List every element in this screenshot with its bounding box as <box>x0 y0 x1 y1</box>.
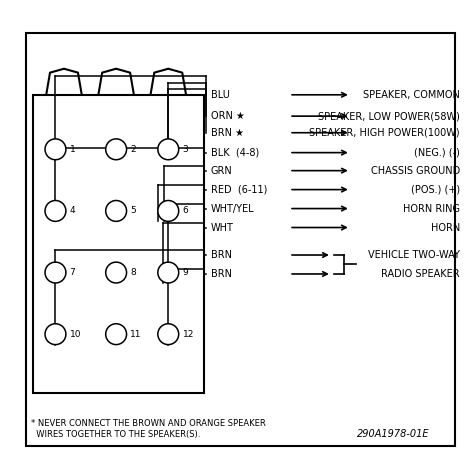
Circle shape <box>45 139 66 160</box>
Text: VEHICLE TWO-WAY: VEHICLE TWO-WAY <box>368 250 460 260</box>
Circle shape <box>106 201 127 221</box>
Text: 12: 12 <box>182 330 194 338</box>
Text: 4: 4 <box>70 207 75 215</box>
Circle shape <box>106 139 127 160</box>
Text: BRN: BRN <box>211 269 232 279</box>
Text: 5: 5 <box>130 207 136 215</box>
Circle shape <box>158 324 179 345</box>
Circle shape <box>45 324 66 345</box>
Text: GRN: GRN <box>211 165 233 176</box>
Text: * NEVER CONNECT THE BROWN AND ORANGE SPEAKER
  WIRES TOGETHER TO THE SPEAKER(S).: * NEVER CONNECT THE BROWN AND ORANGE SPE… <box>31 419 265 439</box>
Circle shape <box>45 201 66 221</box>
Text: ORN ★: ORN ★ <box>211 111 245 121</box>
Text: BLU: BLU <box>211 90 230 100</box>
Text: 6: 6 <box>182 207 188 215</box>
Text: 9: 9 <box>182 268 188 277</box>
Text: RADIO SPEAKER: RADIO SPEAKER <box>381 269 460 279</box>
Text: SPEAKER, COMMON: SPEAKER, COMMON <box>363 90 460 100</box>
Text: HORN RING: HORN RING <box>403 203 460 214</box>
Bar <box>33 95 204 393</box>
Circle shape <box>106 324 127 345</box>
Text: BLK  (4-8): BLK (4-8) <box>211 147 259 158</box>
Text: BRN: BRN <box>211 250 232 260</box>
Text: SPEAKER, LOW POWER(58W): SPEAKER, LOW POWER(58W) <box>318 111 460 121</box>
Text: (POS.) (+): (POS.) (+) <box>410 184 460 195</box>
Text: 7: 7 <box>70 268 75 277</box>
Text: RED  (6-11): RED (6-11) <box>211 184 267 195</box>
Bar <box>26 33 455 446</box>
Text: WHT: WHT <box>211 222 234 233</box>
Text: HORN: HORN <box>430 222 460 233</box>
Circle shape <box>45 262 66 283</box>
Text: CHASSIS GROUND: CHASSIS GROUND <box>371 165 460 176</box>
Text: (NEG.) (-): (NEG.) (-) <box>414 147 460 158</box>
Text: 2: 2 <box>130 145 136 154</box>
Text: 3: 3 <box>182 145 188 154</box>
Circle shape <box>158 201 179 221</box>
Text: WHT/YEL: WHT/YEL <box>211 203 255 214</box>
Circle shape <box>106 262 127 283</box>
Text: 8: 8 <box>130 268 136 277</box>
Text: 290A1978-01E: 290A1978-01E <box>357 428 429 439</box>
Text: SPEAKER, HIGH POWER(100W): SPEAKER, HIGH POWER(100W) <box>309 128 460 138</box>
Text: 10: 10 <box>70 330 81 338</box>
Text: 1: 1 <box>70 145 75 154</box>
Circle shape <box>158 139 179 160</box>
Text: 11: 11 <box>130 330 142 338</box>
Text: BRN ★: BRN ★ <box>211 128 244 138</box>
Circle shape <box>158 262 179 283</box>
